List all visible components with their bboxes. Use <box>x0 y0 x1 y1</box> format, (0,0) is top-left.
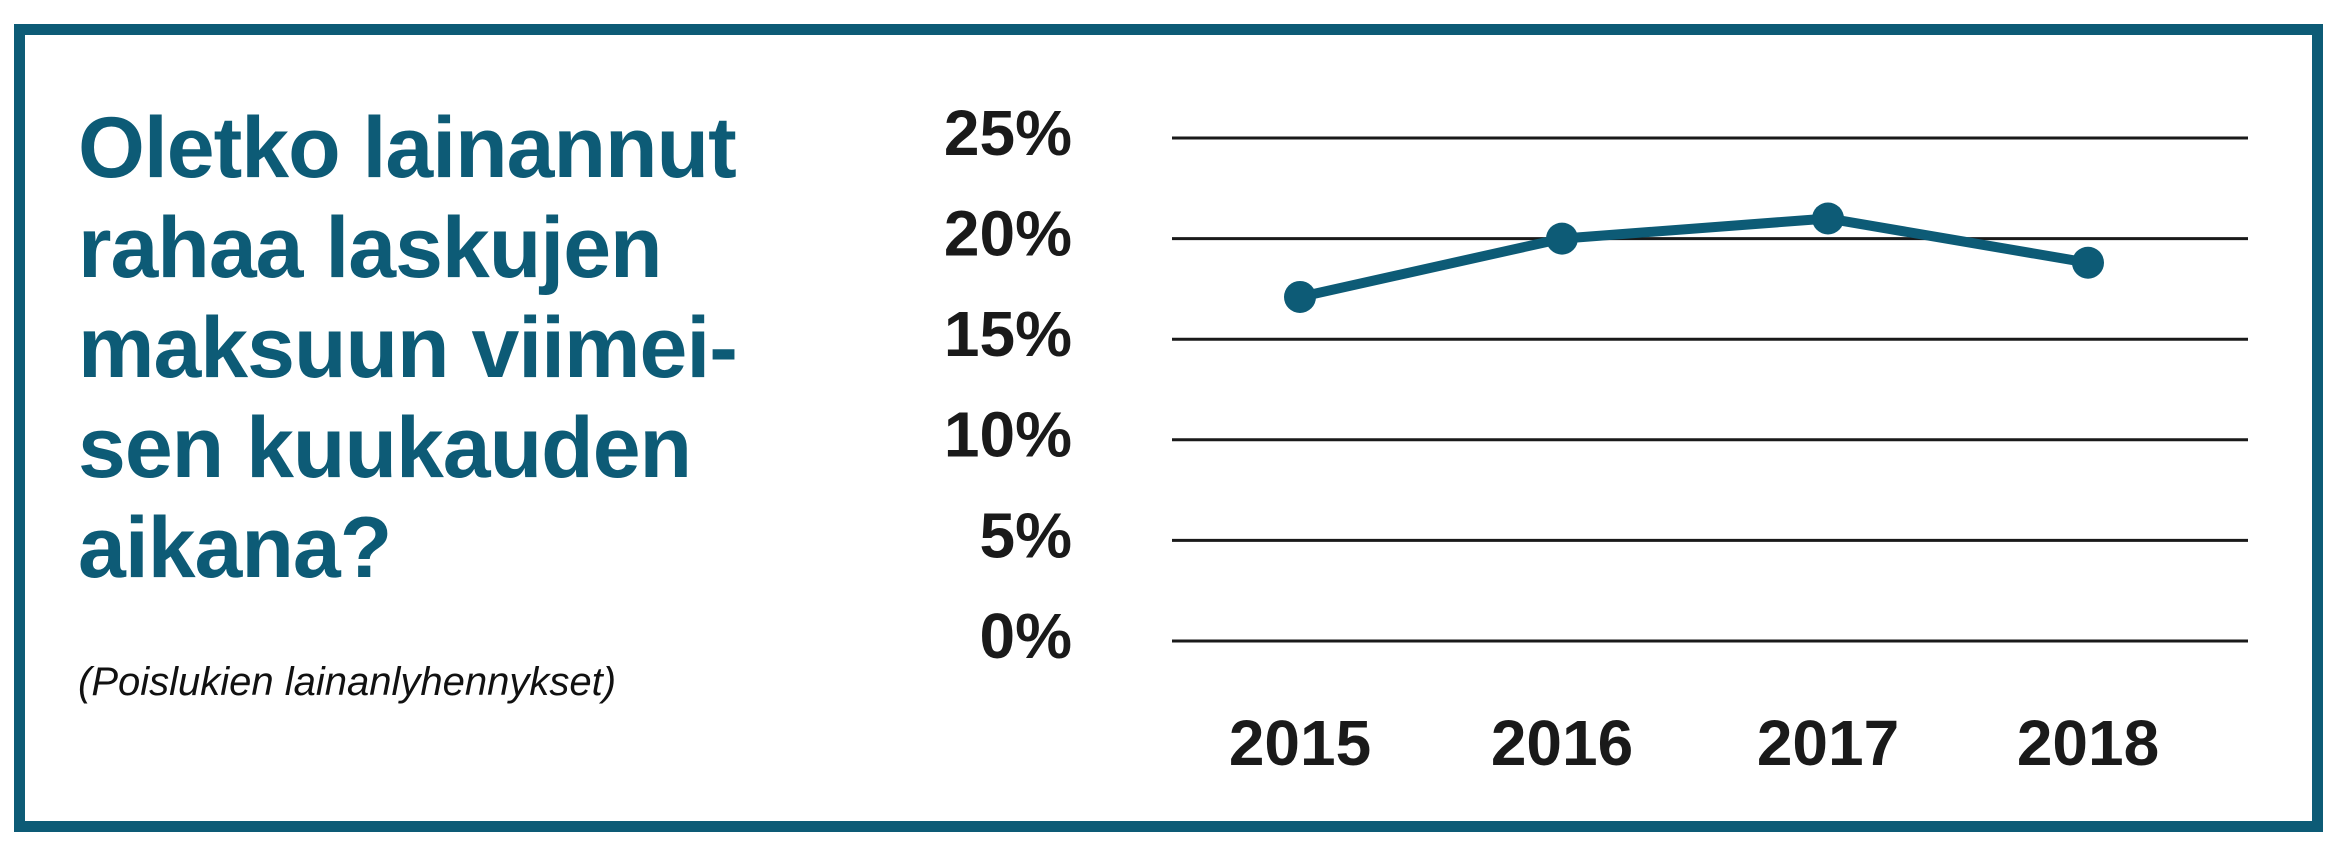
y-tick-label: 20% <box>944 198 1072 270</box>
chart-subtitle: (Poislukien lainanlyhennykset) <box>78 660 617 704</box>
y-tick-label: 10% <box>944 399 1072 471</box>
y-tick-label: 0% <box>980 600 1073 672</box>
x-tick-label: 2015 <box>1229 707 1371 779</box>
data-point <box>1284 280 1316 313</box>
series-line <box>1295 213 2093 302</box>
x-tick-label: 2017 <box>1757 707 1899 779</box>
data-point <box>2072 246 2104 279</box>
data-point <box>1812 202 1844 235</box>
y-tick-label: 15% <box>944 298 1072 370</box>
chart-frame <box>14 24 2323 832</box>
chart-title: Oletko lainannut rahaa laskujen maksuun … <box>78 100 738 596</box>
y-tick-label: 25% <box>944 97 1072 169</box>
x-tick-label: 2018 <box>2017 707 2159 779</box>
data-point <box>1546 222 1578 255</box>
y-tick-label: 5% <box>980 499 1073 571</box>
x-tick-label: 2016 <box>1491 707 1633 779</box>
